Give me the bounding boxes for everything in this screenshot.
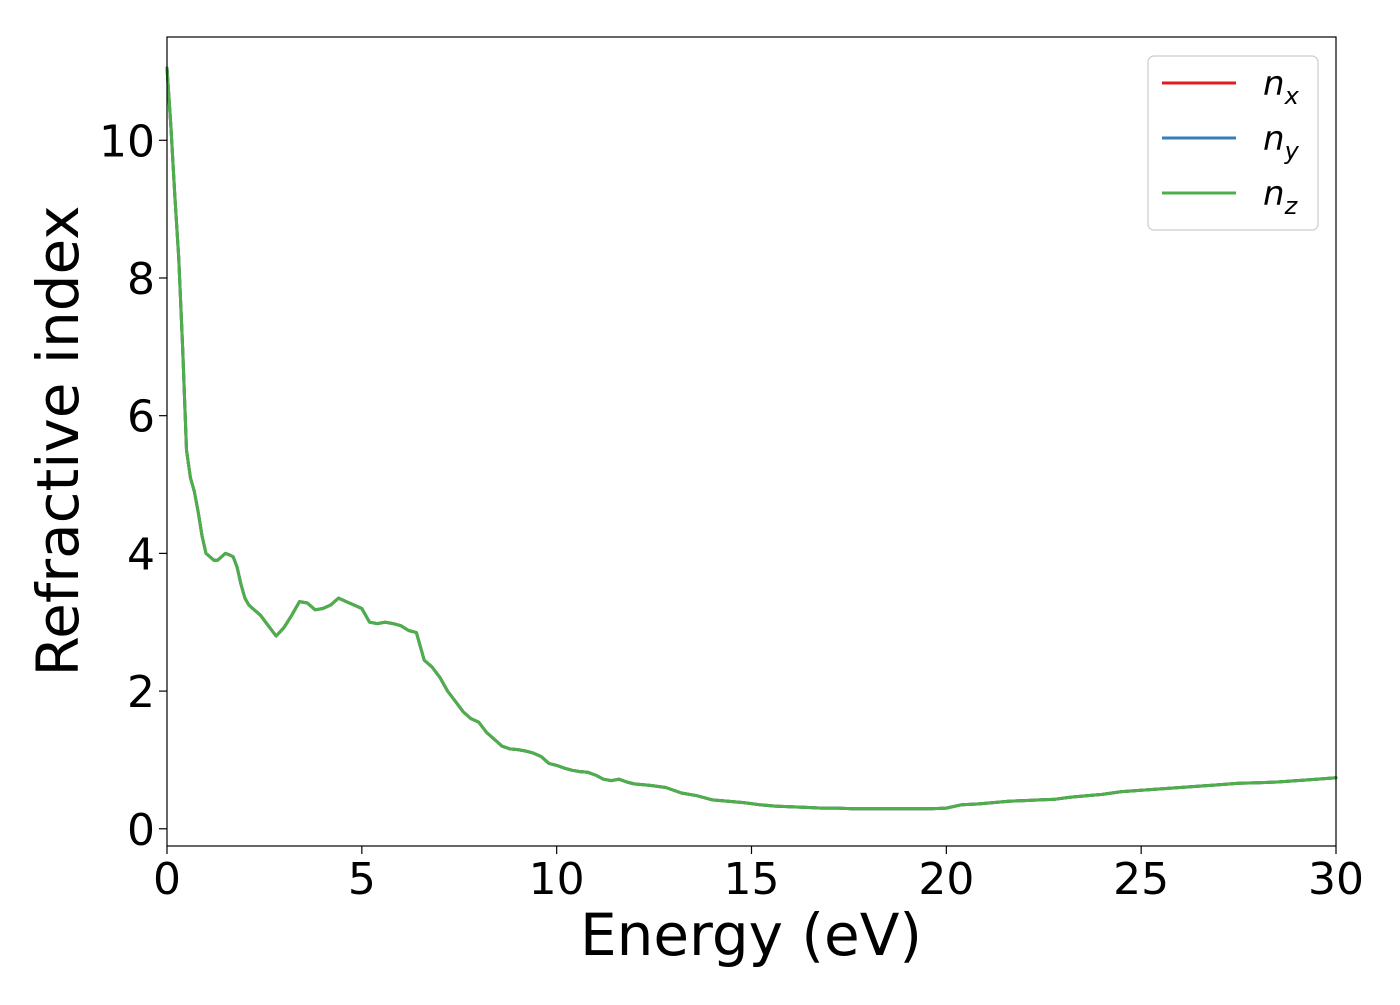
y-tick-label: 4 xyxy=(127,529,155,580)
x-axis: 0 5 10 15 20 25 30 xyxy=(153,846,1364,905)
x-tick-label: 25 xyxy=(1113,854,1169,905)
y-tick-label: 0 xyxy=(127,805,155,856)
x-tick-label: 15 xyxy=(724,854,780,905)
x-tick-label: 0 xyxy=(153,854,181,905)
x-axis-label: Energy (eV) xyxy=(580,901,922,969)
y-axis: 0 2 4 6 8 10 xyxy=(99,116,167,856)
x-tick-label: 10 xyxy=(529,854,585,905)
x-tick-label: 30 xyxy=(1308,854,1364,905)
y-axis-label: Refractive index xyxy=(24,205,92,676)
x-tick-label: 20 xyxy=(918,854,974,905)
y-tick-label: 10 xyxy=(99,116,155,167)
y-tick-label: 6 xyxy=(127,392,155,443)
series-line-n-z xyxy=(165,66,1338,811)
legend-frame xyxy=(1147,55,1319,231)
x-tick-label: 5 xyxy=(348,854,376,905)
y-tick-label: 2 xyxy=(127,667,155,718)
y-tick-label: 8 xyxy=(127,254,155,305)
series-layer xyxy=(165,66,1338,811)
